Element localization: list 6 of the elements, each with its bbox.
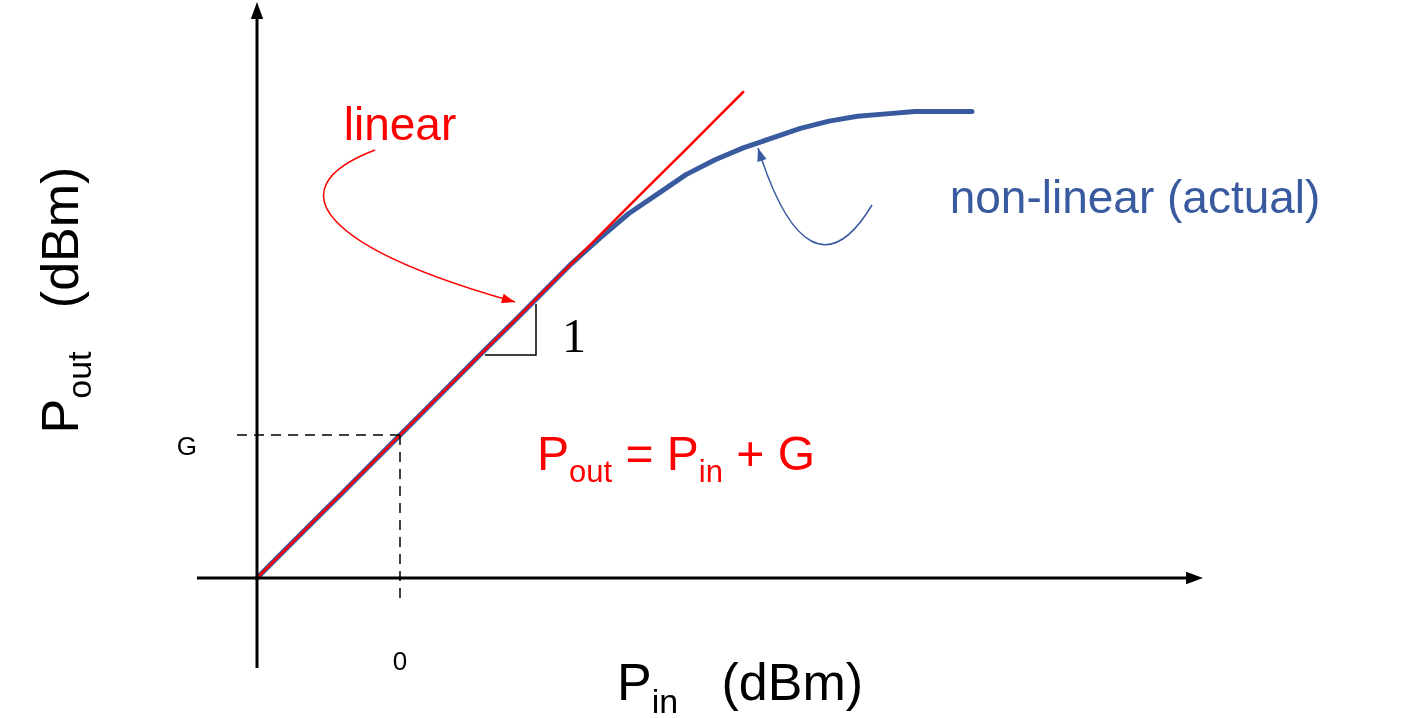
annotation: 1 [562,309,586,362]
ref-line-label: G [176,431,198,462]
text: 0 [392,646,408,676]
text: Pout (dBm) [31,166,98,434]
legend-label: non-linear (actual) [949,171,1321,223]
text: linear [343,98,457,150]
